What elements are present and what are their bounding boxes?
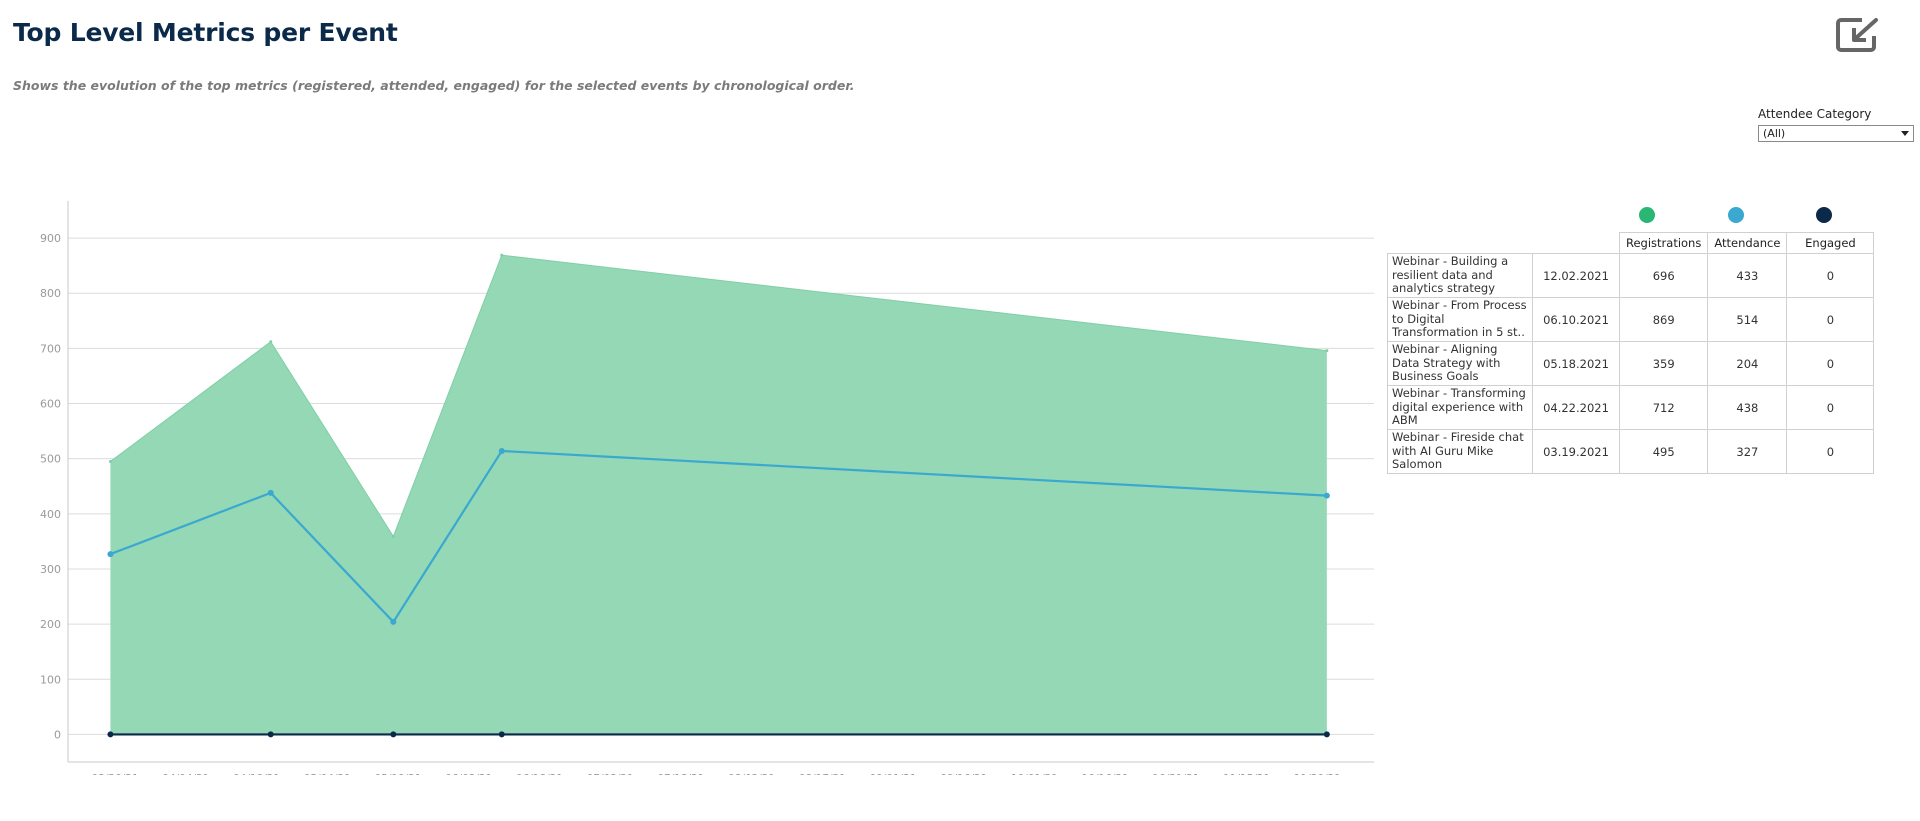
registrations-cell: 696 — [1618, 253, 1709, 298]
x-tick-label: 08/02/21 — [728, 773, 775, 775]
event-name-cell: Webinar - Building a resilient data and … — [1387, 253, 1533, 298]
x-tick-label: 05/04/21 — [304, 773, 351, 775]
area-chart: 0 100 200 300 400 500 600 700 800 900 03/20/21 04/0… — [40, 201, 1374, 775]
x-tick-label: 10/16/21 — [1082, 773, 1129, 775]
chart-axes: 0 100 200 300 400 500 600 700 800 900 03/20/21 04/0… — [40, 201, 1374, 775]
registrations-cell: 359 — [1618, 341, 1709, 386]
event-date-cell: 03.19.2021 — [1532, 429, 1620, 474]
registrations-point — [269, 340, 273, 344]
legend-dot-registrations — [1639, 207, 1655, 223]
engaged-cell: 0 — [1786, 341, 1875, 386]
column-header-registrations: Registrations — [1618, 232, 1709, 254]
table-row: Webinar - From Process to Digital Transf… — [1387, 297, 1875, 342]
filter-selected-value: (All) — [1763, 127, 1786, 140]
x-tick-label: 06/03/21 — [445, 773, 492, 775]
y-tick-label: 800 — [40, 287, 61, 300]
y-tick-label: 100 — [40, 673, 61, 686]
attendance-point — [390, 618, 397, 625]
attendance-cell: 204 — [1707, 341, 1788, 386]
export-icon — [1836, 16, 1882, 52]
x-tick-label: 09/16/21 — [940, 773, 987, 775]
registrations-point — [500, 253, 504, 257]
attendee-category-select[interactable]: (All) — [1758, 125, 1914, 142]
export-button[interactable] — [1836, 16, 1882, 54]
chart-series — [107, 253, 1330, 738]
event-date-cell: 06.10.2021 — [1532, 297, 1620, 342]
y-tick-label: 0 — [54, 728, 61, 741]
attendance-cell: 514 — [1707, 297, 1788, 342]
registrations-area — [110, 255, 1327, 735]
x-tick-label: 06/18/21 — [516, 773, 563, 775]
y-tick-label: 900 — [40, 232, 61, 245]
registrations-cell: 712 — [1618, 385, 1709, 430]
y-tick-label: 300 — [40, 563, 61, 576]
y-tick-label: 500 — [40, 453, 61, 466]
legend-dot-engaged — [1816, 207, 1832, 223]
metrics-table: Registrations Attendance Engaged Webinar… — [1387, 232, 1875, 474]
column-header-engaged: Engaged — [1786, 232, 1875, 254]
attendance-point — [267, 489, 274, 496]
page-title: Top Level Metrics per Event — [13, 18, 398, 47]
attendance-cell: 438 — [1707, 385, 1788, 430]
table-header-row: Registrations Attendance Engaged — [1387, 232, 1875, 254]
event-name-cell: Webinar - Fireside chat with AI Guru Mik… — [1387, 429, 1533, 474]
x-tick-label: 03/20/21 — [92, 773, 139, 775]
x-tick-label: 11/30/21 — [1294, 773, 1341, 775]
x-tick-label: 04/19/21 — [233, 773, 280, 775]
table-header-blank — [1387, 232, 1620, 254]
engaged-point — [390, 731, 397, 738]
table-row: Webinar - Building a resilient data and … — [1387, 253, 1875, 298]
event-date-cell: 04.22.2021 — [1532, 385, 1620, 430]
engaged-cell: 0 — [1786, 297, 1875, 342]
y-tick-label: 400 — [40, 508, 61, 521]
registrations-point — [108, 459, 112, 463]
engaged-cell: 0 — [1786, 385, 1875, 430]
x-tick-label: 08/17/21 — [799, 773, 846, 775]
y-tick-label: 600 — [40, 398, 61, 411]
engaged-cell: 0 — [1786, 253, 1875, 298]
table-row: Webinar - Fireside chat with AI Guru Mik… — [1387, 429, 1875, 474]
engaged-point — [107, 731, 114, 738]
engaged-cell: 0 — [1786, 429, 1875, 474]
event-date-cell: 05.18.2021 — [1532, 341, 1620, 386]
table-row: Webinar - Aligning Data Strategy with Bu… — [1387, 341, 1875, 386]
engaged-point — [267, 731, 274, 738]
attendance-cell: 433 — [1707, 253, 1788, 298]
chevron-down-icon — [1901, 131, 1909, 136]
x-tick-label: 04/04/21 — [162, 773, 209, 775]
event-name-cell: Webinar - Transforming digital experienc… — [1387, 385, 1533, 430]
table-row: Webinar - Transforming digital experienc… — [1387, 385, 1875, 430]
x-tick-label: 10/31/21 — [1152, 773, 1199, 775]
legend-dot-attendance — [1728, 207, 1744, 223]
registrations-point — [1325, 349, 1329, 353]
x-tick-label: 05/19/21 — [374, 773, 421, 775]
x-tick-label: 11/15/21 — [1223, 773, 1270, 775]
attendance-point — [498, 447, 505, 454]
registrations-point — [391, 534, 395, 538]
x-tick-label: 10/01/21 — [1011, 773, 1058, 775]
engaged-point — [498, 731, 505, 738]
y-tick-label: 200 — [40, 618, 61, 631]
filter-label: Attendee Category — [1758, 107, 1872, 121]
engaged-point — [1323, 731, 1330, 738]
attendance-point — [107, 551, 114, 558]
registrations-cell: 495 — [1618, 429, 1709, 474]
x-tick-label: 07/18/21 — [657, 773, 704, 775]
registrations-cell: 869 — [1618, 297, 1709, 342]
attendance-cell: 327 — [1707, 429, 1788, 474]
attendee-category-filter: Attendee Category (All) — [1758, 107, 1916, 142]
y-tick-label: 700 — [40, 342, 61, 355]
x-tick-label: 07/03/21 — [587, 773, 634, 775]
attendance-point — [1323, 492, 1330, 499]
event-name-cell: Webinar - From Process to Digital Transf… — [1387, 297, 1533, 342]
x-tick-label: 09/01/21 — [870, 773, 917, 775]
event-name-cell: Webinar - Aligning Data Strategy with Bu… — [1387, 341, 1533, 386]
column-header-attendance: Attendance — [1707, 232, 1788, 254]
event-date-cell: 12.02.2021 — [1532, 253, 1620, 298]
page-subtitle: Shows the evolution of the top metrics (… — [13, 78, 855, 93]
